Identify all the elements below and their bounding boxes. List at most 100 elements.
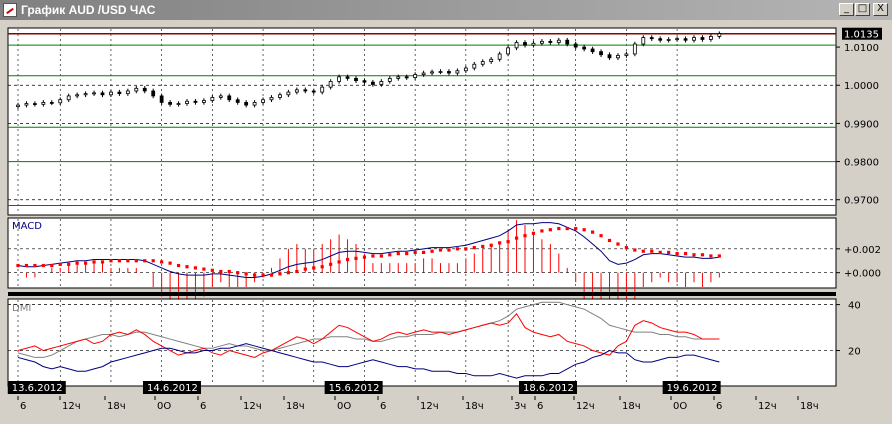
dmi-minus-di-line	[17, 343, 720, 379]
candle-body	[41, 102, 46, 105]
close-button[interactable]: X	[873, 3, 888, 16]
candle-body	[379, 81, 384, 85]
candle-body	[514, 42, 519, 49]
time-tick-label: 6	[716, 401, 722, 412]
macd-signal-dot	[41, 263, 45, 268]
macd-signal-dot	[481, 244, 485, 249]
candle-body	[506, 47, 511, 55]
candle-body	[168, 102, 173, 105]
date-label-box	[324, 381, 383, 394]
candle-body	[472, 63, 477, 69]
macd-signal-dot	[236, 271, 240, 275]
window-title: График AUD /USD ЧАС	[21, 3, 156, 17]
candle-body	[286, 91, 291, 96]
macd-signal-dot	[607, 238, 612, 243]
date-label-box	[142, 381, 201, 394]
macd-signal-dot	[227, 269, 231, 274]
candle-body	[565, 39, 570, 45]
macd-signal-dot	[210, 268, 214, 272]
title-bar[interactable]: График AUD /USD ЧАС _ □ X	[0, 0, 892, 20]
candle-body	[235, 99, 240, 103]
candle-body	[692, 37, 696, 41]
maximize-button[interactable]: □	[855, 3, 870, 16]
dmi-panel-label: DMI	[12, 303, 31, 314]
macd-lines	[16, 222, 721, 278]
price-candles	[16, 31, 722, 109]
price-grid	[8, 29, 836, 214]
candle-body	[607, 54, 612, 59]
macd-signal-dot	[709, 254, 713, 258]
candle-body	[134, 87, 139, 92]
macd-signal-dot	[565, 226, 569, 231]
candle-body	[218, 95, 223, 98]
macd-signal-dot	[295, 269, 299, 274]
candle-body	[75, 94, 80, 97]
candle-body	[599, 51, 603, 56]
date-label: 13.6.2012	[12, 383, 63, 394]
candle-body	[193, 100, 198, 103]
dmi-lines	[17, 301, 720, 379]
candle-body	[387, 77, 392, 82]
macd-signal-dot	[143, 259, 147, 263]
candle-body	[320, 86, 325, 93]
candle-body	[455, 70, 460, 74]
macd-signal-dot	[540, 229, 544, 233]
macd-signal-dot	[219, 269, 223, 274]
candle-body	[66, 95, 71, 101]
macd-signal-dot	[253, 273, 257, 277]
price-y-tick-label: 0.9700	[844, 196, 879, 207]
date-label: 15.6.2012	[329, 383, 380, 394]
macd-signal-dot	[624, 246, 628, 250]
candle-body	[345, 76, 350, 79]
macd-signal-dot	[447, 248, 451, 252]
candle-body	[700, 37, 705, 40]
macd-signal-dot	[413, 250, 417, 255]
date-label-box	[519, 381, 577, 394]
candle-body	[294, 89, 299, 93]
macd-signal-dot	[514, 236, 519, 240]
date-label-box	[662, 381, 721, 394]
candle-body	[24, 103, 29, 106]
macd-signal-dot	[371, 254, 375, 258]
macd-signal-dot	[422, 250, 426, 255]
macd-signal-dot	[405, 251, 409, 256]
macd-signal-dot	[160, 260, 164, 264]
macd-signal-dot	[667, 250, 671, 255]
candle-body	[523, 42, 527, 46]
dmi-panel[interactable]: DMI 40 20	[7, 298, 861, 387]
time-tick-label: 12ч	[420, 401, 439, 412]
macd-signal-dot	[557, 226, 561, 231]
candle-body	[540, 40, 544, 44]
candle-body	[413, 74, 418, 79]
minimize-button[interactable]: _	[839, 3, 854, 16]
candle-body	[548, 40, 553, 43]
panel-splitter[interactable]	[8, 292, 836, 296]
candle-body	[49, 102, 54, 104]
candle-body	[624, 53, 629, 56]
candle-body	[480, 61, 485, 65]
candle-body	[201, 100, 206, 103]
date-label-box	[7, 381, 66, 394]
candle-body	[489, 58, 494, 62]
price-panel-frame	[7, 27, 837, 216]
macd-signal-dot	[286, 271, 290, 275]
date-label: 19.6.2012	[667, 383, 718, 394]
candle-body	[244, 102, 249, 106]
candle-body	[370, 81, 375, 85]
candle-body	[159, 95, 164, 103]
time-tick-label: 6	[200, 401, 206, 412]
time-tick-label: 0О	[673, 401, 687, 412]
macd-signal-dot	[269, 273, 274, 277]
macd-signal-dot	[633, 248, 637, 252]
macd-signal-dot	[67, 262, 71, 266]
macd-signal-dot	[345, 257, 350, 262]
price-panel[interactable]: 1.0100 1.0000 0.9900 0.9800 0.9700 1.0135	[7, 27, 882, 216]
time-tick-label: 0О	[337, 401, 351, 412]
chart-svg[interactable]: 1.0100 1.0000 0.9900 0.9800 0.9700 1.0135 MAC…	[0, 20, 892, 421]
macd-signal-dot	[692, 253, 696, 257]
candle-body	[573, 43, 578, 48]
candle-body	[675, 38, 679, 41]
candle-body	[117, 91, 122, 95]
macd-signal-dot	[202, 267, 206, 271]
